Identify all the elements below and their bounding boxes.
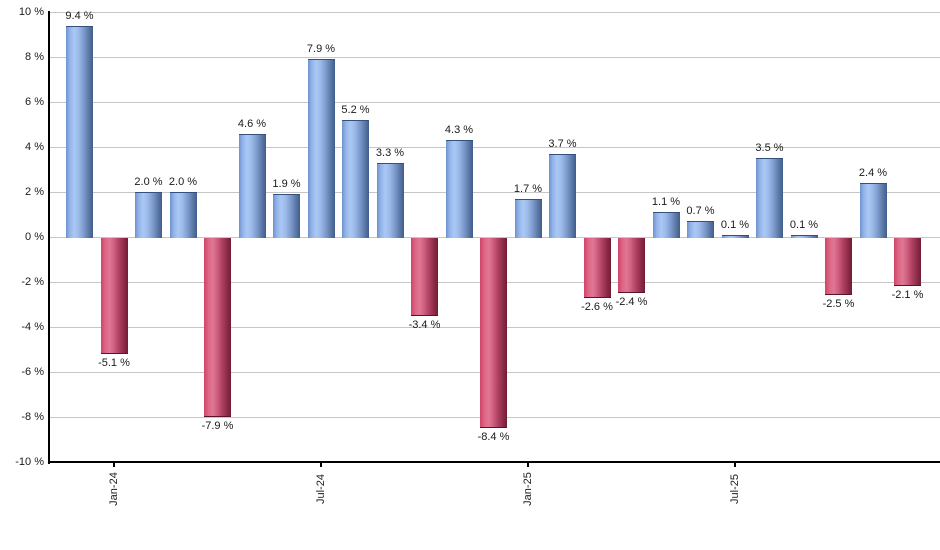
bar-negative [618,238,645,293]
gridline [49,12,940,13]
bar-positive [135,192,162,238]
x-axis-line [48,461,940,463]
bar-negative [411,238,438,316]
bar-value-label: -2.5 % [822,298,855,311]
bar-positive [238,133,266,238]
bar-value-label: -7.9 % [201,419,234,432]
x-axis-tick-label: Jan-25 [522,472,534,506]
bar-value-label: 1.7 % [513,182,543,195]
bar-positive [342,120,369,238]
bar-value-label: -2.1 % [891,289,924,302]
bar-negative [480,238,507,428]
bar-positive [687,221,714,238]
y-axis-tick-label: -2 % [21,276,44,288]
x-axis-tick-label: Jul-24 [315,474,327,504]
gridline [49,192,940,193]
x-axis-tick [320,461,322,467]
bar-negative [204,238,231,417]
bar-value-label: 4.6 % [237,117,267,130]
x-axis-tick-label: Jul-25 [729,474,741,504]
x-axis-tick-label: Jan-24 [108,472,120,506]
y-axis-tick-label: 2 % [25,186,44,198]
x-axis-tick [113,461,115,467]
bar-value-label: -3.4 % [408,318,441,331]
bar-value-label: 2.0 % [168,176,198,188]
gridline [49,102,940,103]
gridline [49,57,940,58]
bar-negative [894,238,921,287]
y-axis-tick-label: 4 % [25,141,44,153]
y-axis-tick-label: 8 % [25,51,44,63]
bar-value-label: 3.5 % [755,142,784,155]
bar-negative [100,238,128,354]
bar-value-label: -2.4 % [615,296,648,308]
y-axis-tick-label: -4 % [21,321,44,333]
gridline [49,237,940,238]
bar-value-label: -8.4 % [477,431,510,443]
bar-positive [549,153,576,239]
x-axis-tick [734,461,736,467]
bar-positive [445,140,473,239]
bar-value-label: 0.7 % [686,205,715,218]
bar-positive [859,183,887,238]
y-axis-tick-label: 0 % [25,231,44,243]
bar-positive [652,212,680,239]
y-axis-line [48,11,50,464]
bar-value-label: 0.1 % [789,218,819,231]
y-axis-tick-label: 10 % [18,6,44,18]
bar-value-label: 1.9 % [272,178,301,191]
bar-positive [790,234,818,239]
bar-negative [583,238,611,298]
bar-value-label: 7.9 % [306,43,336,56]
y-axis-tick-label: -8 % [21,411,44,423]
bar-value-label: -2.6 % [581,300,613,313]
x-axis-tick [527,461,529,467]
bar-value-label: 3.7 % [548,137,577,150]
bar-value-label: 3.3 % [375,146,405,159]
bar-positive [307,59,335,239]
bar-value-label: 1.1 % [651,196,681,209]
bar-positive [273,194,300,239]
bar-negative [825,238,852,296]
bar-positive [756,158,783,239]
bar-value-label: 2.4 % [858,167,888,179]
bar-positive [376,162,404,239]
bar-value-label: 2.0 % [134,176,163,188]
gridline [49,147,940,148]
bar-positive [514,198,542,239]
bar-positive [721,234,749,239]
bar-value-label: 4.3 % [444,124,474,137]
bar-value-label: 5.2 % [341,104,370,116]
y-axis-tick-label: -6 % [21,366,44,378]
bar-value-label: 9.4 % [65,9,94,22]
y-axis-tick-label: -10 % [15,456,44,468]
y-axis-tick-label: 6 % [25,96,44,108]
bar-positive [169,192,197,238]
bar-positive [66,25,93,238]
bar-value-label: 0.1 % [720,218,750,231]
bar-value-label: -5.1 % [98,356,130,369]
